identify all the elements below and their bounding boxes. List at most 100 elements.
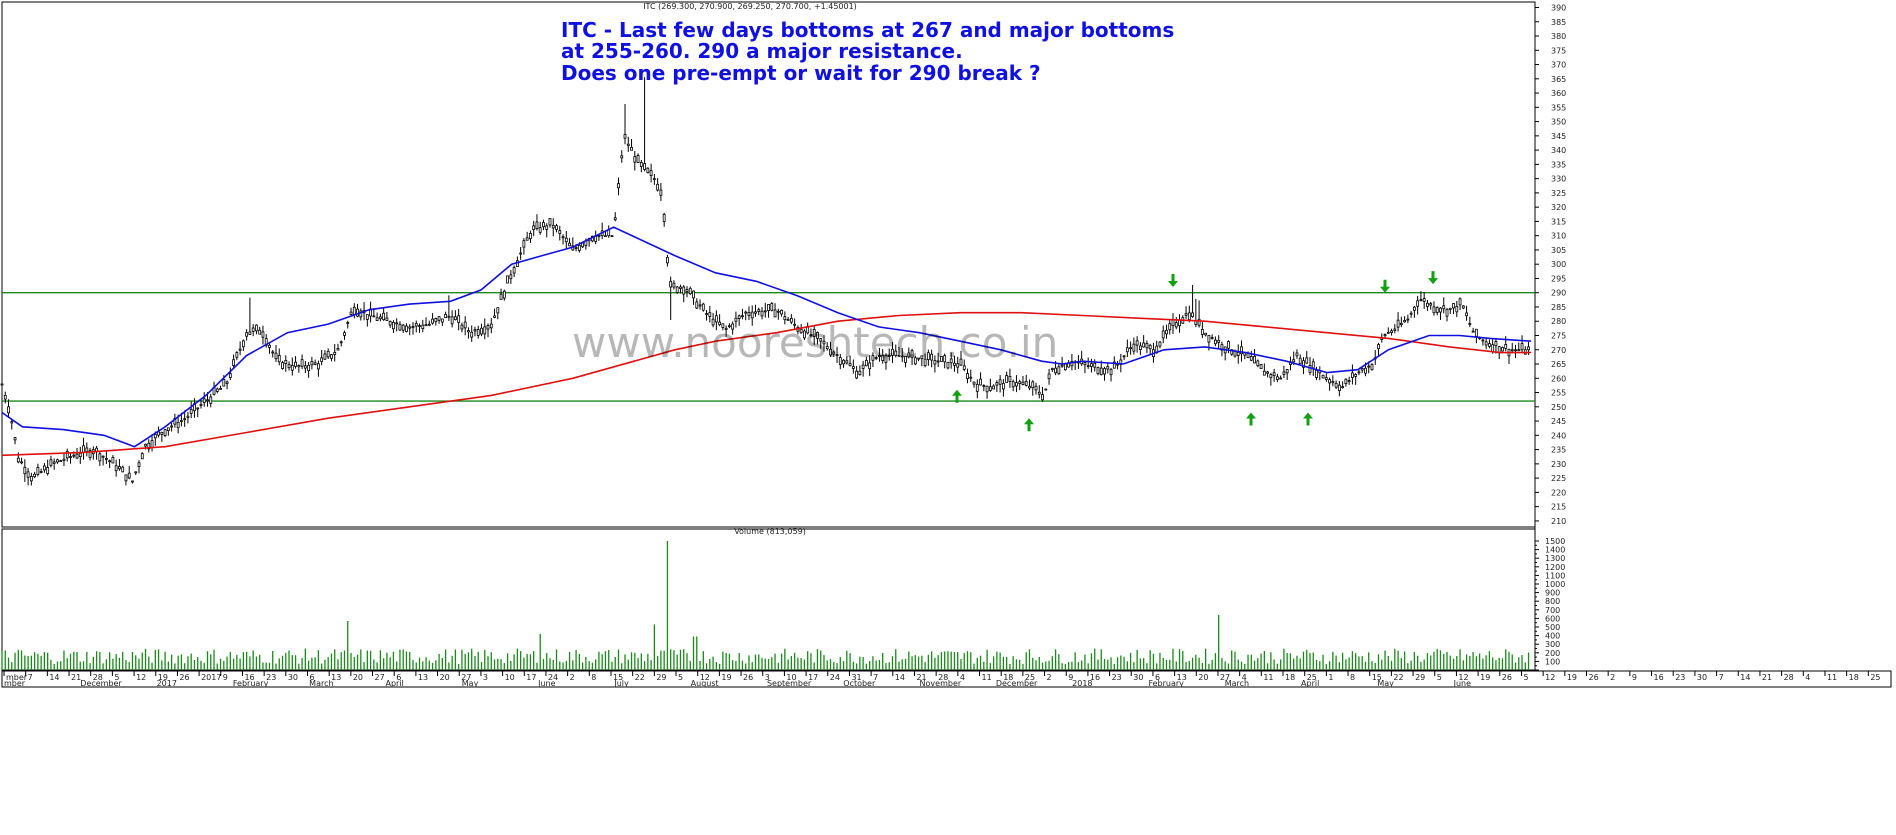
candle-body <box>1249 356 1253 361</box>
candle-body <box>1034 385 1038 391</box>
candle-body <box>1527 346 1530 351</box>
candle-body <box>878 355 881 357</box>
date-tick-label: 13 <box>331 673 341 682</box>
candle-body <box>1259 364 1263 369</box>
candle-body <box>1484 341 1488 346</box>
candle-body <box>1047 373 1051 380</box>
candle-body <box>1266 371 1270 374</box>
candle-body <box>245 332 249 337</box>
candle-body <box>819 338 823 342</box>
candle-body <box>917 357 920 360</box>
candle-body <box>1005 375 1009 383</box>
candle-body <box>157 431 160 436</box>
candle-body <box>1488 343 1491 347</box>
candle-body <box>1377 344 1380 350</box>
month-label: June <box>1453 679 1472 688</box>
candle-body <box>626 143 630 147</box>
candle-body <box>343 332 346 336</box>
candle-body <box>1096 367 1100 375</box>
candle-body <box>453 316 457 321</box>
candle-body <box>1334 382 1338 388</box>
candle-body <box>163 429 167 436</box>
date-tick-label: 23 <box>1112 673 1122 682</box>
date-tick-label: 14 <box>49 673 59 682</box>
candle-body <box>1520 343 1524 351</box>
candle-body <box>1125 347 1129 353</box>
candle-body <box>199 404 203 406</box>
date-tick-label: 19 <box>1480 673 1490 682</box>
candle-body <box>613 217 617 221</box>
candle-body <box>982 385 986 387</box>
candle-body <box>228 373 232 378</box>
candle-body <box>920 355 924 360</box>
candle-body <box>251 327 255 332</box>
volume-header: Volume (813,059) <box>734 527 806 536</box>
candle-body <box>382 312 386 321</box>
month-label: December <box>80 679 122 688</box>
candle-body <box>476 329 480 336</box>
candle-body <box>953 362 956 366</box>
price-tick-label: 230 <box>1551 460 1566 469</box>
candle-body <box>1354 374 1358 377</box>
candle-body <box>998 379 1002 385</box>
candle-body <box>219 387 222 390</box>
arrow-up-marker <box>1303 412 1313 426</box>
candle-body <box>1099 367 1103 375</box>
candle-body <box>760 310 764 317</box>
candle-body <box>793 323 797 326</box>
candle-body <box>189 408 193 414</box>
candle-body <box>470 331 474 338</box>
candle-body <box>144 443 147 447</box>
candle-body <box>688 287 692 295</box>
month-label: November <box>920 679 962 688</box>
candle-body <box>851 366 855 369</box>
candle-body <box>1504 344 1508 349</box>
candle-body <box>317 363 320 370</box>
candle-body <box>1409 312 1413 315</box>
volume-tick-label: 300 <box>1545 640 1560 649</box>
candle-body <box>568 242 571 247</box>
candle-body <box>496 307 500 314</box>
candle-body <box>248 331 252 335</box>
candle-body <box>271 351 275 354</box>
price-axis: 210 215 220 225 230 235 240 245 250 255 260 265 270 2… <box>1535 4 1566 526</box>
candle-body <box>1396 319 1400 328</box>
candle-body <box>936 360 940 363</box>
candle-body <box>424 324 428 327</box>
candle-body <box>140 453 144 460</box>
date-tick-label: 11 <box>1263 673 1273 682</box>
date-tick-label: 18 <box>1285 673 1295 682</box>
date-tick-label: 13 <box>1177 673 1187 682</box>
candle-body <box>1060 364 1064 367</box>
candle-body <box>372 315 376 318</box>
annotation-line-2: at 255-260. 290 a major resistance. <box>561 39 963 63</box>
candle-body <box>75 453 79 459</box>
candle-body <box>20 461 23 464</box>
price-tick-label: 380 <box>1551 32 1566 41</box>
candle-body <box>1037 391 1041 395</box>
candle-body <box>672 282 676 288</box>
price-tick-label: 210 <box>1551 517 1566 526</box>
candle-body <box>209 396 213 404</box>
candle-body <box>258 329 262 335</box>
candle-body <box>134 471 138 474</box>
chart-header: ITC (269.300, 270.900, 269.250, 270.700,… <box>643 2 857 11</box>
price-tick-label: 365 <box>1551 75 1566 84</box>
candle-body <box>502 290 506 299</box>
candle-body <box>1122 355 1126 358</box>
candle-body <box>1416 300 1420 307</box>
candle-body <box>682 286 686 295</box>
candle-body <box>871 355 875 361</box>
candle-body <box>427 323 431 326</box>
candle-body <box>789 317 793 323</box>
candle-body <box>741 315 744 318</box>
date-tick-label: 2017 <box>201 673 221 682</box>
candle-body <box>330 354 333 359</box>
candle-body <box>558 230 562 234</box>
date-tick-label: 9 <box>1068 673 1073 682</box>
candle-body <box>82 445 85 453</box>
candle-body <box>943 355 947 363</box>
candle-body <box>773 309 777 318</box>
